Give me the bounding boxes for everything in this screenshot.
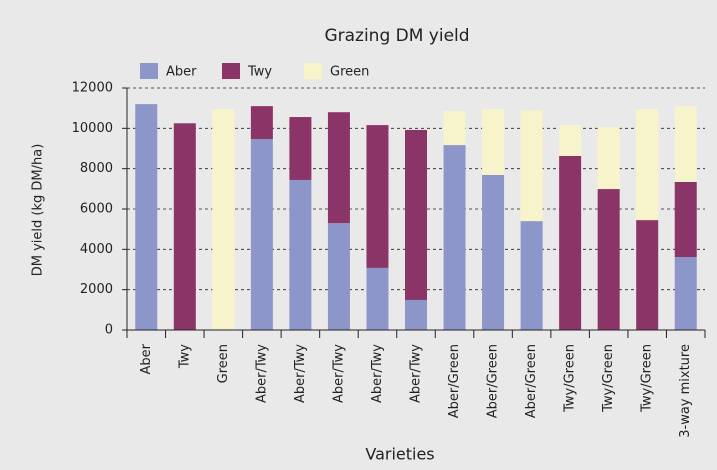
bar-segment [482,109,505,175]
y-tick-label: 6000 [80,202,113,217]
x-axis-label: Varieties [365,445,434,464]
bar-segment [289,179,312,330]
bar-segment [520,221,543,330]
bar-segment [520,110,543,222]
x-tick-label: Aber/Green [486,344,501,418]
x-tick-label: Aber [139,343,154,374]
x-tick-label: Aber/Twy [293,344,308,403]
bar-segment [327,223,350,330]
x-tick-label: Aber/Twy [254,344,269,403]
y-tick-label: 2000 [80,282,113,297]
x-tick-label: Aber/Twy [370,344,385,403]
legend-label: Twy [247,65,272,80]
x-tick-label: 3-way mixture [678,344,693,438]
bar-segment [405,129,427,300]
bar-segment [636,109,659,221]
bar-segment [674,106,697,182]
legend-label: Green [330,65,369,80]
x-tick-label: Twy [177,344,192,369]
y-tick-label: 12000 [72,81,113,96]
bar-segment [636,220,659,330]
bar-segment [212,109,235,330]
bar-segment [405,299,427,330]
bar-segment [250,139,273,330]
bar-segment [559,125,582,156]
legend-label: Aber [166,65,197,80]
bar-segment [443,145,466,330]
y-axis-label: DM yield (kg DM/ha) [31,144,46,277]
bar-segment [597,189,620,330]
bar-segment [482,174,505,330]
legend-swatch [222,63,240,79]
y-tick-label: 0 [105,323,113,338]
x-tick-label: Green [216,344,231,383]
bar-segment [135,104,158,330]
x-tick-label: Twy/Green [563,344,578,413]
bar-segment [559,155,582,330]
bar-segment [289,117,312,180]
bar-segment [250,106,273,140]
bar-segment [674,256,697,330]
y-tick-label: 4000 [80,242,113,257]
chart-title: Grazing DM yield [324,26,469,46]
bar-segment [366,125,389,268]
bar-segment [597,127,620,190]
x-tick-label: Twy/Green [640,344,655,413]
legend-swatch [140,63,158,79]
x-tick-label: Aber/Twy [331,344,346,403]
x-tick-label: Aber/Green [524,344,539,418]
bar-segment [443,110,466,146]
bar-segment [327,112,350,224]
bar-segment [173,123,196,331]
x-tick-label: Twy/Green [601,344,616,413]
x-tick-label: Aber/Green [447,344,462,418]
legend-swatch [304,63,322,79]
y-tick-label: 8000 [80,161,113,176]
y-tick-label: 10000 [72,121,113,136]
bar-segment [674,181,697,257]
x-tick-label: Aber/Twy [409,344,424,403]
bar-segment [366,267,389,330]
